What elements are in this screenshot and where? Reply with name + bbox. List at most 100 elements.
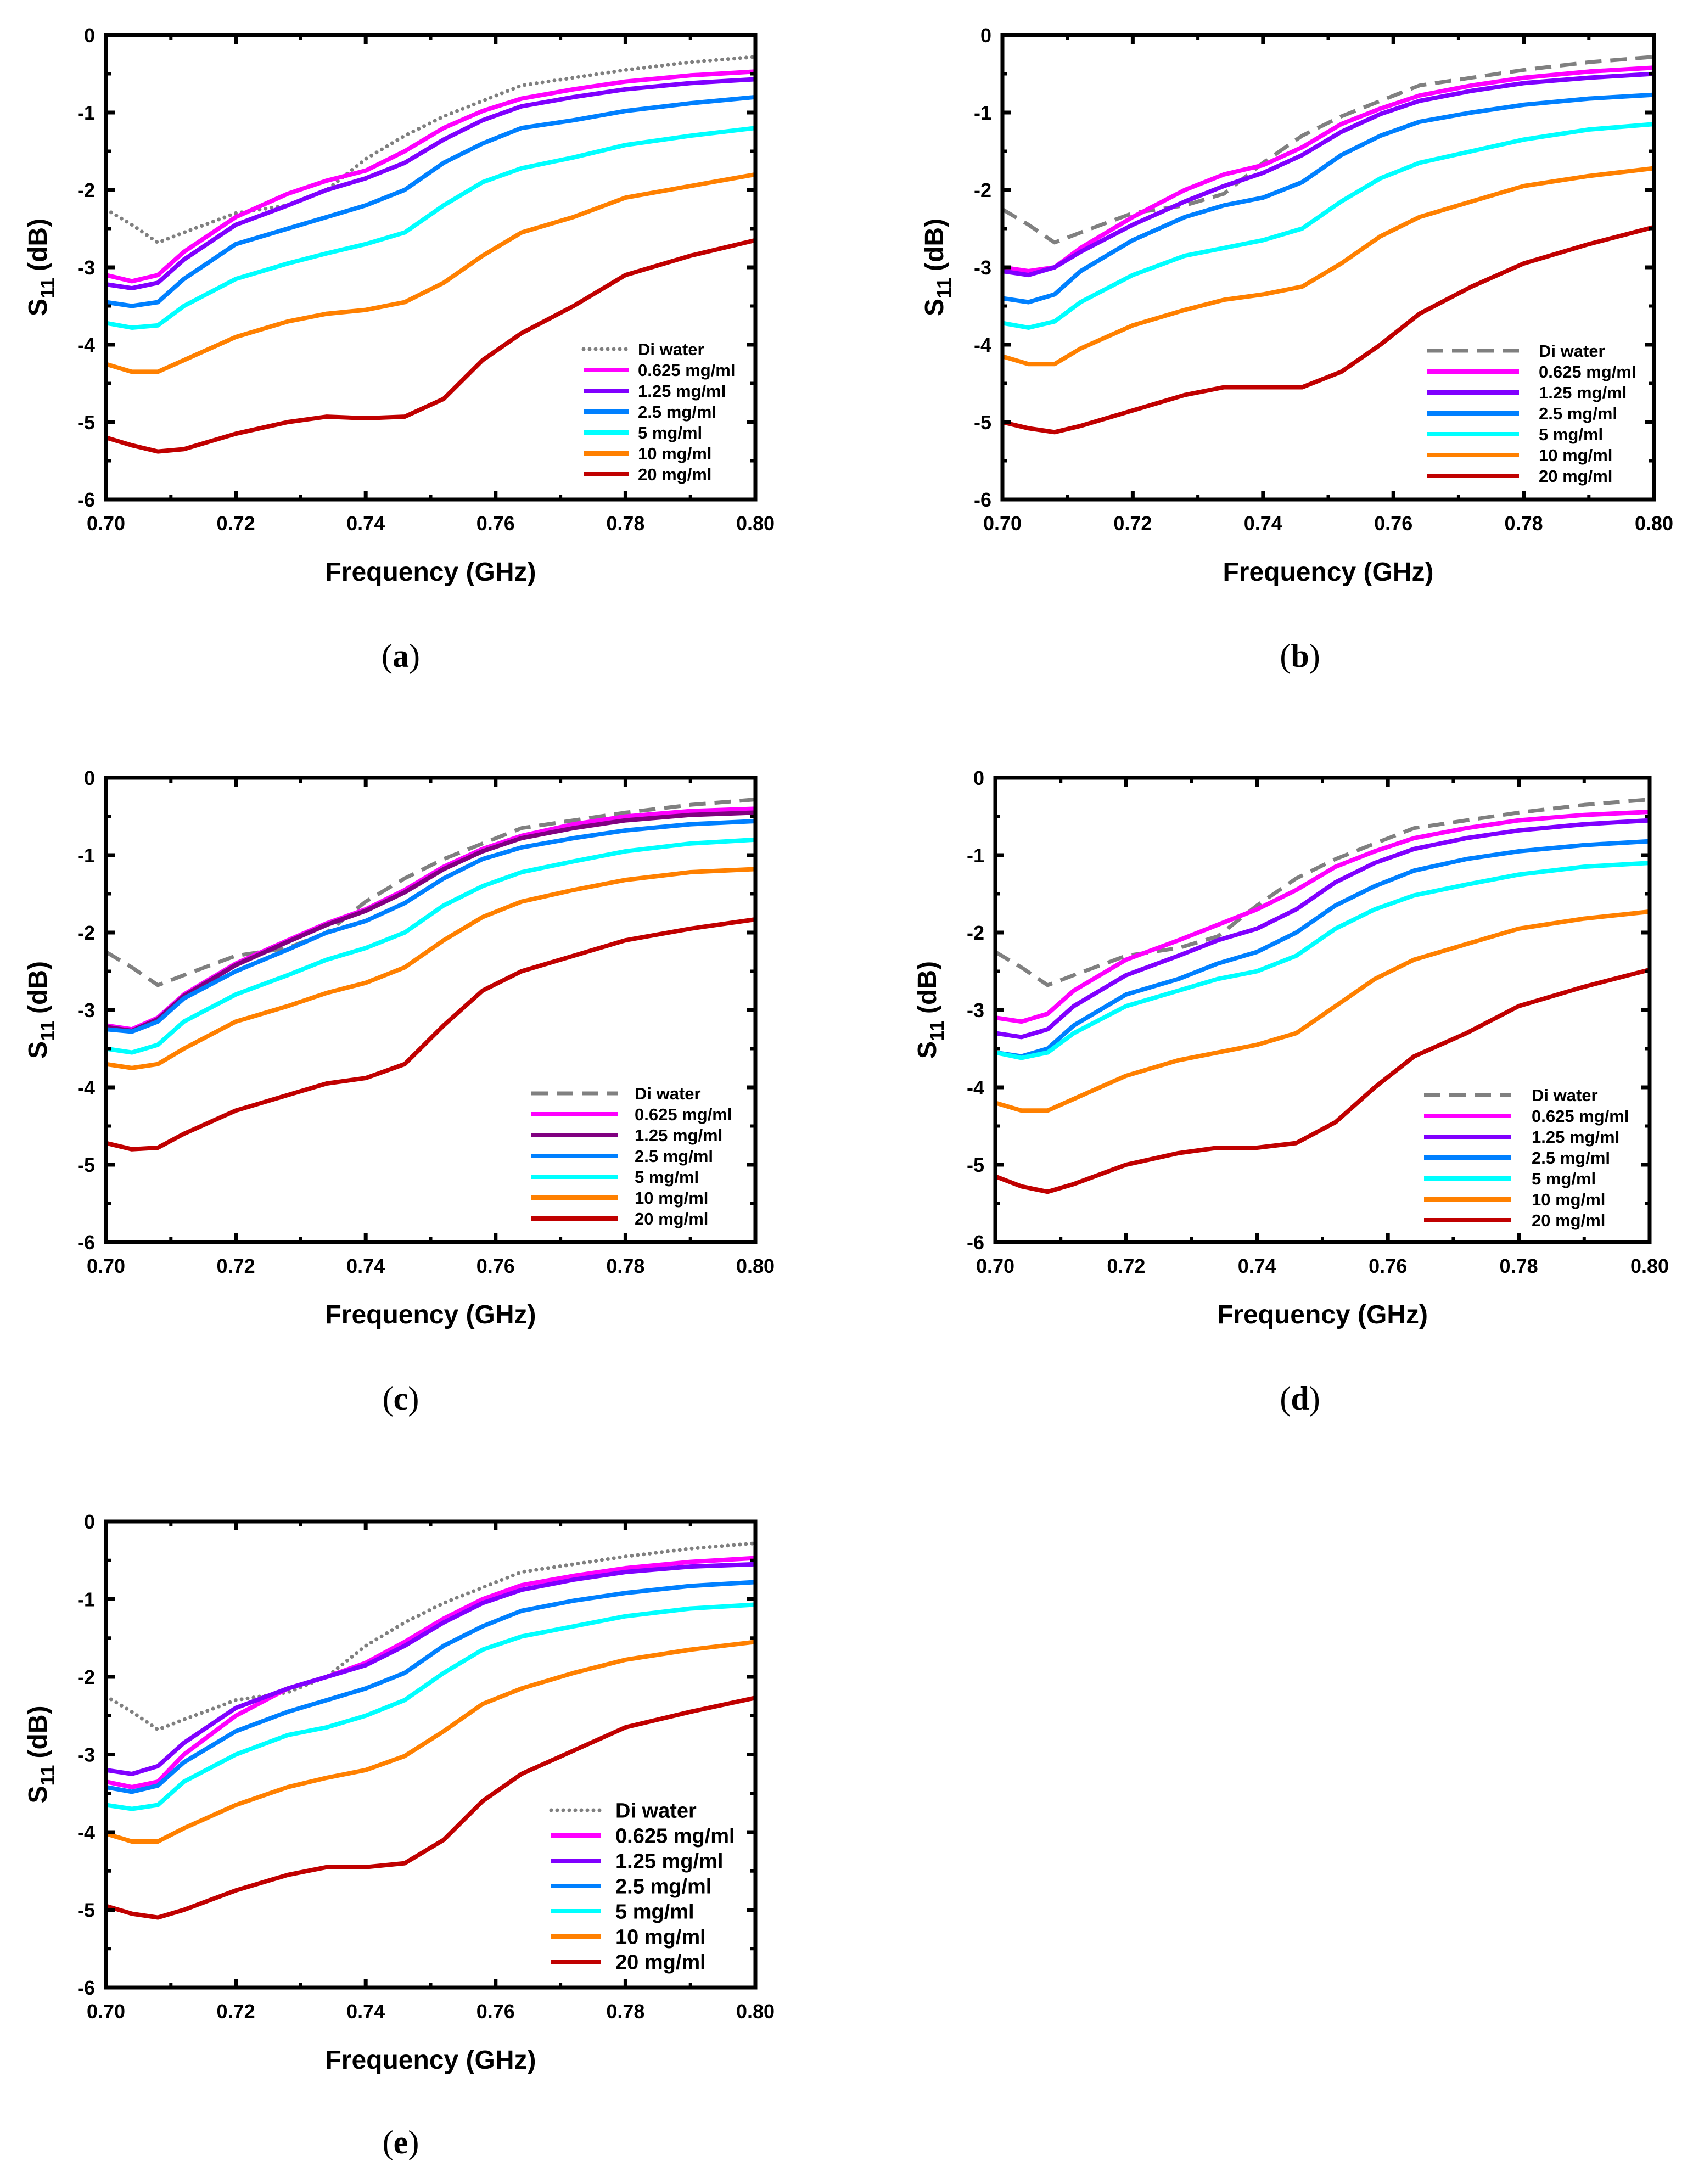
legend-label: 1.25 mg/ml [1539, 383, 1627, 402]
y-axis-label-subscript: 11 [36, 1765, 59, 1786]
x-tick-label: 0.76 [476, 1255, 515, 1277]
y-axis-label: S11 (dB) [24, 218, 59, 316]
y-tick-label: -4 [77, 1076, 95, 1099]
panel-label-open: ( [1280, 1380, 1291, 1417]
x-tick-label: 0.80 [1630, 1255, 1669, 1277]
legend-label: 5 mg/ml [615, 1901, 694, 1924]
series-line-di-water [1001, 55, 1655, 245]
y-axis-label-main: S [24, 1786, 53, 1804]
series-line-5-mg-ml [995, 861, 1650, 1060]
x-tick-label: 0.78 [606, 1255, 644, 1277]
x-tick-label: 0.70 [976, 1255, 1014, 1277]
legend-label: Di water [635, 1084, 701, 1103]
series-line-1-25-mg-ml [995, 818, 1650, 1040]
series-line-5-mg-ml [105, 1602, 756, 1811]
panel-label-open: ( [1280, 638, 1291, 674]
y-axis-label-unit: (dB) [24, 218, 53, 271]
x-tick-label: 0.76 [476, 512, 515, 535]
panel-label-close: ) [409, 638, 420, 674]
series-line-2-5-mg-ml [105, 94, 756, 308]
y-tick-label: -5 [967, 1154, 984, 1176]
legend-label: 5 mg/ml [1532, 1169, 1596, 1188]
panel-label-letter: a [393, 638, 409, 674]
y-tick-label: 0 [84, 1511, 95, 1533]
y-tick-label: -4 [974, 334, 991, 356]
legend-label: 0.625 mg/ml [1532, 1107, 1629, 1126]
y-axis-label-text: S11 (dB) [24, 218, 59, 316]
legend-label: 10 mg/ml [1532, 1190, 1605, 1209]
x-tick-label: 0.72 [217, 1255, 255, 1277]
series-line-5-mg-ml [105, 126, 756, 330]
y-tick-label: -6 [77, 1977, 95, 1999]
panel-a: 0.70 0.72 0.74 0.76 0.78 0.80 0 -1 -2 -3 -4 -5 -6 Fre… [24, 24, 775, 587]
x-tick-label: 0.74 [346, 512, 385, 535]
series-line-2-5-mg-ml [995, 839, 1650, 1059]
panel-label-close: ) [408, 2124, 419, 2160]
series-line-di-water [104, 1541, 758, 1732]
x-tick-label: 0.78 [1505, 512, 1543, 535]
y-axis-label-subscript: 11 [926, 1020, 948, 1041]
panel-label-letter: e [394, 2124, 408, 2160]
x-tick-label: 0.80 [736, 512, 775, 535]
panel-label: (a) [382, 638, 420, 674]
y-axis-label: S11 (dB) [913, 961, 948, 1059]
panel-label: (b) [1280, 638, 1320, 674]
legend-label: 0.625 mg/ml [1539, 362, 1636, 381]
panel-label-close: ) [1309, 638, 1320, 674]
panel-label-letter: c [394, 1380, 408, 1417]
panel-label: (e) [383, 2124, 419, 2160]
y-axis-label-subscript: 11 [36, 1020, 59, 1041]
y-axis-label-text: S11 (dB) [920, 218, 955, 316]
series-line-1-25-mg-ml [105, 77, 756, 291]
legend-label: 2.5 mg/ml [638, 402, 716, 422]
legend-label: 0.625 mg/ml [615, 1825, 735, 1848]
legend-label: 0.625 mg/ml [635, 1105, 732, 1124]
series-line-20-mg-ml [994, 967, 1651, 1194]
y-axis-label-subscript: 11 [36, 278, 59, 299]
series-line-di-water [994, 798, 1650, 987]
x-tick-label: 0.74 [346, 2000, 385, 2023]
panel-label-letter: d [1291, 1380, 1309, 1417]
panel-label: (c) [383, 1380, 419, 1417]
x-tick-label: 0.72 [1107, 1255, 1145, 1277]
y-axis-label-main: S [913, 1041, 942, 1059]
y-tick-label: -3 [77, 999, 95, 1021]
series-line-10-mg-ml [1001, 166, 1655, 367]
legend-label: 1.25 mg/ml [635, 1126, 722, 1145]
series-line-10-mg-ml [105, 172, 756, 374]
y-tick-label: -1 [77, 102, 95, 124]
legend-label: 20 mg/ml [1539, 467, 1612, 486]
y-axis-label-unit: (dB) [24, 1705, 53, 1758]
y-axis-label: S11 (dB) [24, 961, 59, 1059]
panel-label-open: ( [383, 1380, 394, 1417]
series-line-5-mg-ml [1002, 122, 1655, 330]
x-axis-label: Frequency (GHz) [1217, 1300, 1428, 1329]
legend-label: 1.25 mg/ml [638, 381, 726, 401]
y-tick-label: -4 [77, 334, 95, 356]
legend-label: 20 mg/ml [1532, 1211, 1605, 1230]
legend-label: 2.5 mg/ml [635, 1147, 713, 1166]
panel-label: (d) [1280, 1380, 1320, 1417]
x-tick-label: 0.70 [87, 2000, 125, 2023]
y-tick-label: -4 [77, 1821, 95, 1844]
panel-b: 0.70 0.72 0.74 0.76 0.78 0.80 0 -1 -2 -3 -4 -5 -6 Fre… [920, 24, 1673, 587]
y-axis-label: S11 (dB) [24, 1705, 59, 1803]
x-tick-label: 0.74 [1244, 512, 1282, 535]
y-tick-label: 0 [84, 767, 95, 789]
x-tick-label: 0.78 [606, 512, 644, 535]
x-axis-label: Frequency (GHz) [325, 1300, 536, 1329]
legend-label: Di water [615, 1800, 697, 1823]
x-tick-label: 0.72 [1113, 512, 1152, 535]
y-tick-label: 0 [980, 24, 991, 47]
x-tick-label: 0.76 [476, 2000, 515, 2023]
y-tick-label: -2 [967, 922, 984, 944]
y-tick-label: -6 [77, 1231, 95, 1254]
y-axis-label-unit: (dB) [913, 961, 942, 1014]
series-line-10-mg-ml [105, 867, 756, 1070]
x-tick-label: 0.74 [1238, 1255, 1276, 1277]
y-tick-label: -6 [77, 489, 95, 511]
x-axis-label: Frequency (GHz) [325, 2046, 536, 2075]
y-tick-label: -1 [967, 844, 984, 867]
